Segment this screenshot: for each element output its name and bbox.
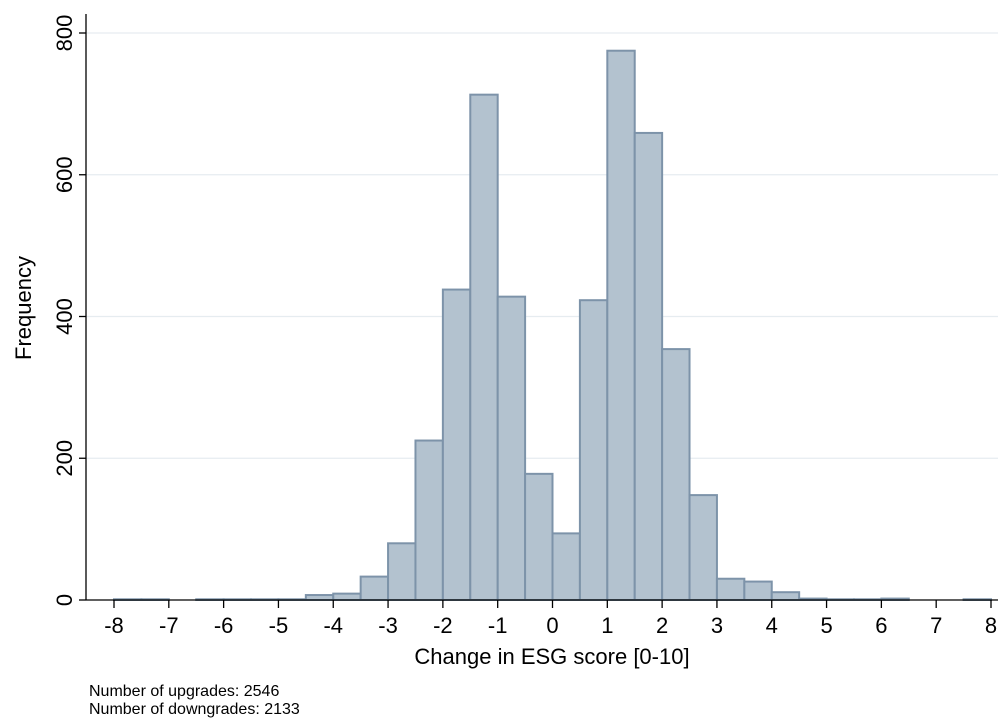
histogram-bar	[441, 288, 472, 601]
x-tick-label: 5	[820, 613, 832, 638]
x-tick-label: 8	[985, 613, 997, 638]
histogram-bar	[496, 295, 527, 601]
histogram-bar	[633, 131, 664, 601]
x-tick-label: 7	[930, 613, 942, 638]
x-tick-label: -6	[214, 613, 234, 638]
histogram-bar	[743, 580, 773, 602]
x-tick-label: 0	[546, 613, 558, 638]
y-tick-label: 200	[52, 440, 77, 477]
histogram-bar	[606, 49, 636, 601]
histogram-bar	[715, 577, 746, 601]
histogram-bar	[332, 592, 362, 602]
chart-notes: Number of upgrades: 2546 Number of downg…	[89, 683, 300, 719]
histogram-bar	[414, 439, 444, 601]
y-tick-label: 400	[52, 298, 77, 335]
y-tick-label: 600	[52, 156, 77, 193]
y-tick-label: 0	[52, 594, 77, 606]
x-tick-label: -4	[323, 613, 343, 638]
histogram-bar	[661, 348, 691, 602]
x-tick-label: 3	[711, 613, 723, 638]
x-tick-label: 6	[875, 613, 887, 638]
x-tick-label: 4	[766, 613, 778, 638]
x-tick-label: 2	[656, 613, 668, 638]
x-tick-label: -2	[433, 613, 453, 638]
histogram-bar	[359, 575, 390, 602]
histogram-bar	[387, 542, 417, 601]
x-tick-label: -3	[378, 613, 398, 638]
upgrades-note: Number of upgrades: 2546	[89, 683, 280, 700]
histogram-bar	[304, 594, 335, 602]
histogram-bar	[688, 494, 718, 602]
x-tick-label: -8	[104, 613, 124, 638]
x-tick-label: -1	[488, 613, 508, 638]
x-tick-label: -7	[159, 613, 179, 638]
axes	[85, 14, 998, 601]
x-axis-title: Change in ESG score [0-10]	[414, 644, 689, 669]
x-tick-label: -5	[269, 613, 289, 638]
y-axis-title: Frequency	[11, 256, 36, 360]
x-ticks: -8 -7 -6 -5 -4 -3 -2 -1 0 1 2 3 4 5 6 7 8	[104, 600, 997, 638]
y-tick-label: 800	[52, 15, 77, 52]
x-tick-label: 1	[601, 613, 613, 638]
grid-lines	[86, 32, 998, 459]
bars	[113, 49, 992, 602]
histogram-bar	[524, 472, 554, 601]
histogram-bar	[578, 299, 609, 601]
histogram-bar	[469, 93, 499, 601]
y-ticks: 0 200 400 600 800	[52, 15, 86, 606]
downgrades-note: Number of downgrades: 2133	[89, 701, 300, 718]
histogram-bar	[551, 532, 581, 601]
histogram-bar	[770, 591, 801, 601]
